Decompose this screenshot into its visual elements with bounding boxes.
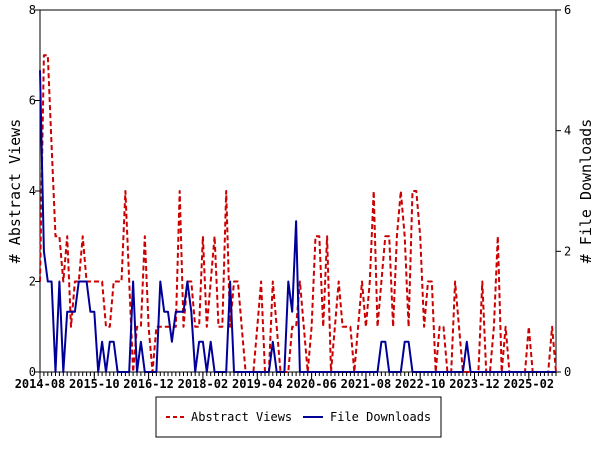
y-axis-tick-labels: 0 2 4 6 8 [29,3,36,379]
y2-tick-label: 0 [564,365,571,379]
x-axis-tick-labels: 2014-08 2015-10 2016-12 2018-02 2019-04 2020-… [15,377,554,391]
legend: Abstract Views File Downloads [155,396,442,438]
y-tick-label: 2 [29,275,36,289]
y-tick-label: 6 [29,94,36,108]
x-tick-label: 2014-08 [15,377,66,391]
y2-tick-label: 6 [564,3,571,17]
x-axis-ticks [39,372,557,379]
x-tick-label: 2021-08 [341,377,392,391]
y2-axis-tick-labels: 0 2 4 6 [564,3,571,379]
y2-axis-title: # File Downloads [577,119,595,264]
y-axis-title: # Abstract Views [6,119,24,264]
y-tick-label: 8 [29,3,36,17]
x-tick-label: 2020-06 [286,377,337,391]
x-tick-label: 2016-12 [123,377,174,391]
legend-label-file-downloads: File Downloads [330,410,431,424]
x-tick-label: 2023-12 [449,377,500,391]
y2-tick-label: 4 [564,124,571,138]
y-tick-label: 4 [29,184,36,198]
series-line-abstract-views [39,54,557,373]
x-tick-label: 2022-10 [395,377,446,391]
x-tick-label: 2019-04 [232,377,283,391]
legend-box [155,396,442,438]
x-tick-label: 2025-02 [504,377,555,391]
y2-axis-ticks [556,9,561,373]
y2-tick-label: 2 [564,244,571,258]
y-axis-ticks [35,9,40,373]
x-tick-label: 2018-02 [178,377,229,391]
series-line-file-downloads [39,70,556,373]
series-layer [39,54,557,373]
legend-label-abstract-views: Abstract Views [191,410,292,424]
y-tick-label: 0 [29,365,36,379]
x-tick-label: 2015-10 [69,377,120,391]
